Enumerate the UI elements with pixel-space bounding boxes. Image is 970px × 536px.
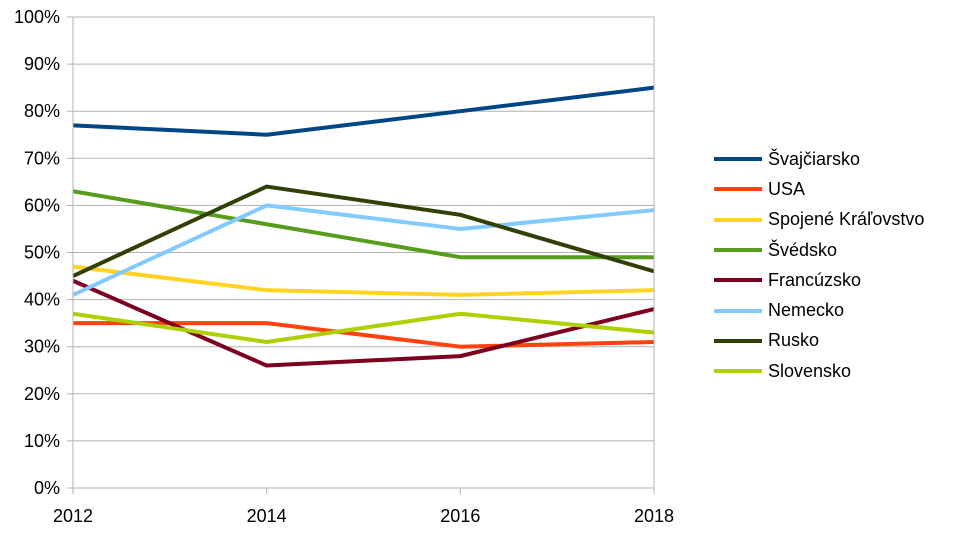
x-tick-label: 2018 — [634, 506, 674, 526]
legend-swatch — [714, 308, 762, 313]
series-line — [72, 203, 655, 297]
y-tick-label: 0% — [34, 478, 60, 498]
x-tick-label: 2016 — [440, 506, 480, 526]
y-tick-label: 100% — [14, 7, 60, 27]
legend-label: Nemecko — [768, 300, 845, 321]
legend-swatch — [714, 338, 762, 343]
series-line — [72, 311, 655, 344]
legend-swatch — [714, 157, 762, 162]
series-lines — [72, 85, 655, 368]
legend-swatch — [714, 369, 762, 374]
y-tick-label: 50% — [24, 243, 60, 263]
legend-item: Švédsko — [714, 235, 924, 265]
legend-item: Slovensko — [714, 356, 924, 386]
legend-item: Nemecko — [714, 295, 924, 325]
series-line — [72, 278, 655, 368]
chart-legend: Švajčiarsko USA Spojené Kráľovstvo Švédsko F… — [714, 144, 924, 386]
legend-label: Spojené Kráľovstvo — [768, 209, 925, 230]
series-line — [72, 189, 654, 260]
y-tick-label: 80% — [24, 101, 60, 121]
legend-item: USA — [714, 174, 924, 204]
y-tick-label: 70% — [24, 148, 60, 168]
legend-swatch — [714, 248, 762, 253]
legend-label: Rusko — [768, 330, 820, 351]
y-tick-label: 20% — [24, 384, 60, 404]
y-tick-label: 30% — [24, 337, 60, 357]
x-tick-label: 2012 — [53, 506, 93, 526]
legend-swatch — [714, 278, 762, 283]
y-axis-ticks: 0% 10% 20% 30% 40% 50% 60% 70% 80% 90% 100% — [14, 7, 60, 498]
legend-label: Francúzsko — [768, 269, 862, 290]
legend-label: Švédsko — [768, 239, 838, 260]
y-tick-label: 60% — [24, 195, 60, 215]
legend-item: Rusko — [714, 326, 924, 356]
x-tick-label: 2014 — [247, 506, 287, 526]
series-line — [72, 184, 655, 278]
y-tick-label: 10% — [24, 431, 60, 451]
plot-area-border — [72, 16, 655, 489]
legend-label: Slovensko — [768, 360, 852, 381]
series-line — [72, 264, 655, 297]
y-tick-label: 40% — [24, 290, 60, 310]
legend-item: Spojené Kráľovstvo — [714, 205, 924, 235]
legend-swatch — [714, 187, 762, 192]
legend-label: Švajčiarsko — [768, 148, 861, 169]
legend-swatch — [714, 217, 762, 222]
x-axis-ticks: 2012 2014 2016 2018 — [53, 506, 674, 526]
y-tick-label: 90% — [24, 54, 60, 74]
legend-label: USA — [768, 178, 806, 199]
legend-item: Francúzsko — [714, 265, 924, 295]
series-line — [72, 85, 655, 137]
legend-item: Švajčiarsko — [714, 144, 924, 174]
